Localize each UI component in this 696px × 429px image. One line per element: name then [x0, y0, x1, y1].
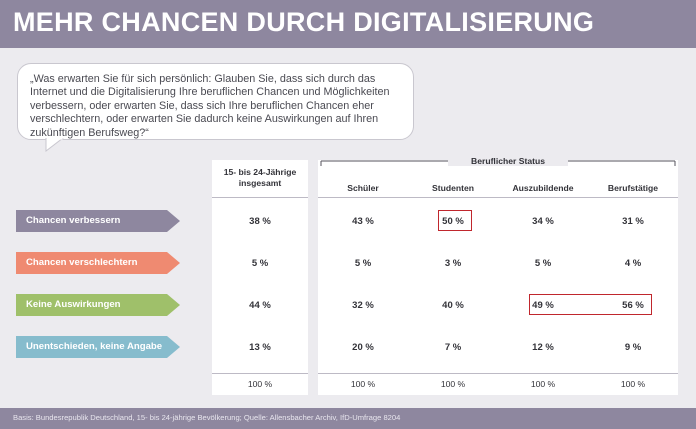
cell-value: 12 %: [532, 342, 554, 353]
cell-value: 56 %: [622, 300, 644, 311]
row-label-banner: [16, 336, 180, 358]
cell-value: 5 %: [534, 258, 552, 269]
row-label-text: Unentschieden, keine Angabe: [26, 341, 163, 352]
cell-value: 50 %: [442, 216, 464, 227]
total-column-header-line2: insgesamt: [238, 178, 282, 188]
question-bubble: [17, 63, 414, 140]
row-label-text: Keine Auswirkungen: [26, 299, 121, 310]
total-panel: [212, 160, 308, 395]
total-value: 38 %: [249, 216, 271, 227]
row-label-banner: [16, 210, 180, 232]
cell-value: 32 %: [352, 300, 374, 311]
row-label-banner: [16, 294, 180, 316]
cell-value: 3 %: [444, 258, 462, 269]
cell-value: 40 %: [442, 300, 464, 311]
highlight-box-studenten: [438, 210, 472, 231]
row-label-banner: [16, 252, 180, 274]
page-title: MEHR CHANCEN DURCH DIGITALISIERUNG: [13, 7, 595, 37]
source-note: Basis: Bundesrepublik Deutschland, 15- b…: [13, 413, 401, 422]
column-header: Studenten: [431, 183, 474, 193]
header-divider: [212, 197, 308, 198]
row-label-unentschieden: Unentschieden, keine Angabe: [16, 336, 181, 358]
cell-value: 43 %: [352, 216, 374, 227]
bubble-tail: [45, 138, 64, 152]
row-label-text: Chancen verschlechtern: [26, 257, 138, 268]
cell-value: 31 %: [622, 216, 644, 227]
header-divider: [318, 197, 678, 198]
total-value: 13 %: [249, 342, 271, 353]
cell-value: 4 %: [624, 258, 642, 269]
footer-bar: Basis: Bundesrepublik Deutschland, 15- b…: [0, 408, 696, 429]
cell-value: 20 %: [352, 342, 374, 353]
cell-value: 34 %: [532, 216, 554, 227]
totals-value: 100 %: [247, 379, 273, 389]
group-header: Beruflicher Status: [448, 156, 568, 166]
total-value: 5 %: [251, 258, 269, 269]
totals-divider: [318, 373, 678, 374]
totals-value: 100 %: [350, 379, 376, 389]
total-column-header-line1: 15- bis 24-Jährige: [223, 167, 297, 177]
row-label-chancen-verbessern: Chancen verbessern: [16, 210, 181, 232]
row-label-text: Chancen verbessern: [26, 215, 121, 226]
header-bar: MEHR CHANCEN DURCH DIGITALISIERUNG: [0, 0, 696, 48]
column-header: Schüler: [347, 183, 379, 193]
totals-value: 100 %: [530, 379, 556, 389]
cell-value: 9 %: [624, 342, 642, 353]
column-header: Berufstätige: [607, 183, 659, 193]
row-label-chancen-verschlechtern: Chancen verschlechtern: [16, 252, 181, 274]
status-panel: [318, 160, 678, 395]
row-label-keine-auswirkungen: Keine Auswirkungen: [16, 294, 181, 316]
survey-question: „Was erwarten Sie für sich persönlich: G…: [30, 73, 390, 139]
cell-value: 7 %: [444, 342, 462, 353]
totals-value: 100 %: [620, 379, 646, 389]
cell-value: 49 %: [532, 300, 554, 311]
cell-value: 5 %: [354, 258, 372, 269]
column-header: Auszubildende: [512, 183, 574, 193]
totals-divider: [212, 373, 308, 374]
totals-value: 100 %: [440, 379, 466, 389]
highlight-box-auszubildende-berufstaetige: [529, 294, 652, 315]
total-value: 44 %: [249, 300, 271, 311]
